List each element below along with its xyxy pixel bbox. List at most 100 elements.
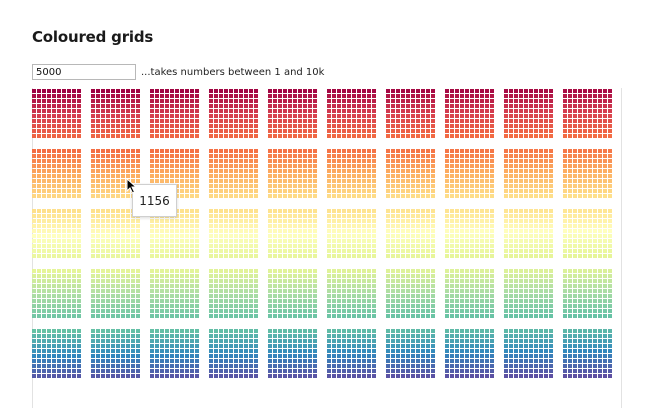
- grid-cell[interactable]: [209, 334, 213, 338]
- grid-cell[interactable]: [598, 314, 602, 318]
- grid-cell[interactable]: [455, 299, 459, 303]
- grid-cell[interactable]: [229, 129, 233, 133]
- grid-cell[interactable]: [549, 104, 553, 108]
- grid-cell[interactable]: [342, 354, 346, 358]
- grid-cell[interactable]: [603, 314, 607, 318]
- grid-cell[interactable]: [91, 334, 95, 338]
- grid-cell[interactable]: [431, 189, 435, 193]
- grid-cell[interactable]: [357, 219, 361, 223]
- grid-cell[interactable]: [229, 94, 233, 98]
- grid-cell[interactable]: [254, 179, 258, 183]
- grid-cell[interactable]: [313, 154, 317, 158]
- grid-cell[interactable]: [544, 124, 548, 128]
- grid-cell[interactable]: [480, 224, 484, 228]
- grid-cell[interactable]: [352, 239, 356, 243]
- grid-cell[interactable]: [583, 309, 587, 313]
- grid-cell[interactable]: [342, 154, 346, 158]
- grid-cell[interactable]: [411, 289, 415, 293]
- grid-cell[interactable]: [42, 339, 46, 343]
- grid-cell[interactable]: [337, 149, 341, 153]
- grid-cell[interactable]: [47, 374, 51, 378]
- grid-cell[interactable]: [111, 124, 115, 128]
- grid-cell[interactable]: [249, 279, 253, 283]
- grid-cell[interactable]: [450, 369, 454, 373]
- grid-cell[interactable]: [327, 189, 331, 193]
- grid-cell[interactable]: [534, 274, 538, 278]
- grid-cell[interactable]: [337, 169, 341, 173]
- grid-cell[interactable]: [455, 314, 459, 318]
- grid-cell[interactable]: [185, 224, 189, 228]
- grid-cell[interactable]: [57, 314, 61, 318]
- grid-cell[interactable]: [426, 364, 430, 368]
- grid-cell[interactable]: [209, 104, 213, 108]
- grid-cell[interactable]: [37, 309, 41, 313]
- grid-cell[interactable]: [190, 189, 194, 193]
- grid-cell[interactable]: [62, 209, 66, 213]
- grid-cell[interactable]: [67, 104, 71, 108]
- grid-cell[interactable]: [155, 284, 159, 288]
- grid-cell[interactable]: [406, 254, 410, 258]
- grid-cell[interactable]: [32, 194, 36, 198]
- grid-cell[interactable]: [42, 224, 46, 228]
- grid-cell[interactable]: [367, 194, 371, 198]
- grid-cell[interactable]: [568, 179, 572, 183]
- grid-cell[interactable]: [534, 254, 538, 258]
- grid-cell[interactable]: [544, 149, 548, 153]
- grid-cell[interactable]: [529, 339, 533, 343]
- grid-cell[interactable]: [175, 179, 179, 183]
- grid-cell[interactable]: [411, 224, 415, 228]
- grid-cell[interactable]: [549, 214, 553, 218]
- grid-cell[interactable]: [598, 354, 602, 358]
- grid-cell[interactable]: [475, 269, 479, 273]
- grid-cell[interactable]: [298, 334, 302, 338]
- grid-cell[interactable]: [539, 159, 543, 163]
- grid-cell[interactable]: [293, 344, 297, 348]
- grid-cell[interactable]: [514, 194, 518, 198]
- grid-cell[interactable]: [539, 189, 543, 193]
- grid-cell[interactable]: [470, 149, 474, 153]
- grid-cell[interactable]: [426, 289, 430, 293]
- grid-cell[interactable]: [475, 254, 479, 258]
- grid-cell[interactable]: [32, 254, 36, 258]
- grid-cell[interactable]: [411, 354, 415, 358]
- grid-cell[interactable]: [160, 284, 164, 288]
- grid-cell[interactable]: [72, 309, 76, 313]
- grid-cell[interactable]: [62, 219, 66, 223]
- grid-cell[interactable]: [544, 329, 548, 333]
- grid-cell[interactable]: [214, 284, 218, 288]
- grid-cell[interactable]: [106, 279, 110, 283]
- grid-cell[interactable]: [549, 289, 553, 293]
- grid-cell[interactable]: [544, 279, 548, 283]
- grid-cell[interactable]: [249, 159, 253, 163]
- grid-cell[interactable]: [450, 114, 454, 118]
- grid-cell[interactable]: [549, 369, 553, 373]
- grid-cell[interactable]: [332, 304, 336, 308]
- grid-cell[interactable]: [273, 184, 277, 188]
- grid-cell[interactable]: [224, 364, 228, 368]
- grid-cell[interactable]: [288, 269, 292, 273]
- grid-cell[interactable]: [234, 364, 238, 368]
- grid-cell[interactable]: [219, 304, 223, 308]
- grid-cell[interactable]: [126, 244, 130, 248]
- grid-cell[interactable]: [357, 179, 361, 183]
- grid-cell[interactable]: [563, 104, 567, 108]
- grid-cell[interactable]: [524, 99, 528, 103]
- grid-cell[interactable]: [568, 244, 572, 248]
- grid-cell[interactable]: [219, 299, 223, 303]
- grid-cell[interactable]: [62, 149, 66, 153]
- grid-cell[interactable]: [239, 274, 243, 278]
- grid-cell[interactable]: [332, 374, 336, 378]
- grid-cell[interactable]: [490, 329, 494, 333]
- grid-cell[interactable]: [160, 104, 164, 108]
- grid-cell[interactable]: [249, 164, 253, 168]
- grid-cell[interactable]: [116, 334, 120, 338]
- grid-cell[interactable]: [504, 254, 508, 258]
- grid-cell[interactable]: [313, 269, 317, 273]
- grid-cell[interactable]: [509, 344, 513, 348]
- grid-cell[interactable]: [529, 249, 533, 253]
- grid-cell[interactable]: [32, 249, 36, 253]
- grid-cell[interactable]: [347, 99, 351, 103]
- grid-cell[interactable]: [431, 229, 435, 233]
- grid-cell[interactable]: [352, 369, 356, 373]
- grid-cell[interactable]: [455, 339, 459, 343]
